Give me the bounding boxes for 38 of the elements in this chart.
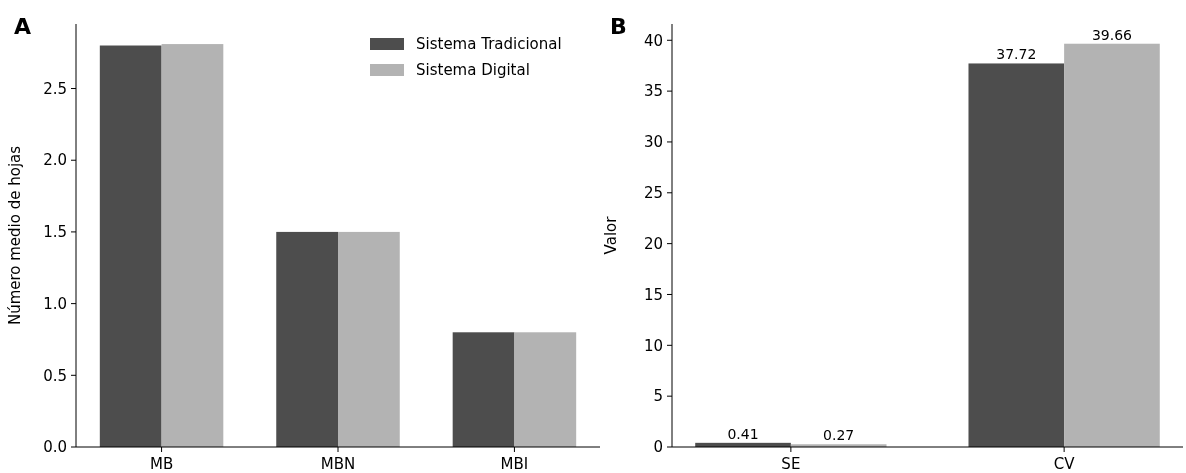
y-tick-label: 0.0	[43, 438, 67, 457]
x-tick-label: MB	[149, 455, 174, 473]
bar	[514, 332, 577, 447]
bar	[99, 45, 162, 447]
bar	[276, 231, 338, 447]
bar	[1064, 43, 1160, 447]
legend-label: Sistema Tradicional	[416, 35, 562, 54]
y-tick-label: 0	[653, 438, 663, 457]
y-tick-label: 25	[643, 184, 663, 203]
y-axis-title: Valor	[602, 215, 620, 255]
legend-label: Sistema Digital	[416, 61, 530, 80]
data-label: 39.66	[1091, 26, 1133, 43]
data-label: 0.27	[823, 427, 855, 444]
y-tick-label: 30	[643, 133, 663, 152]
y-tick-label: 2.0	[43, 151, 67, 170]
y-tick-label: 0.5	[43, 366, 67, 385]
chart-title: A	[14, 14, 32, 39]
x-tick-label: MBN	[320, 455, 356, 473]
bar	[968, 63, 1065, 447]
chart-title: B	[610, 14, 627, 39]
x-tick-label: CV	[1053, 455, 1076, 473]
y-tick-label: 5	[653, 387, 663, 406]
bar	[161, 44, 224, 447]
data-label: 37.72	[996, 46, 1037, 63]
y-axis-title: Número medio de hojas	[6, 145, 24, 326]
data-label: 0.41	[727, 425, 759, 442]
y-tick-label: 35	[643, 82, 663, 101]
y-tick-label: 1.5	[43, 223, 67, 242]
x-tick-label: SE	[781, 455, 801, 473]
y-tick-label: 15	[643, 285, 663, 304]
bar	[338, 231, 400, 447]
y-tick-label: 20	[643, 234, 663, 253]
y-tick-label: 1.0	[43, 294, 67, 313]
y-tick-label: 40	[643, 31, 663, 50]
y-tick-label: 10	[643, 336, 663, 355]
x-tick-label: MBI	[500, 455, 529, 473]
y-tick-label: 2.5	[43, 79, 67, 98]
bar	[452, 332, 515, 447]
